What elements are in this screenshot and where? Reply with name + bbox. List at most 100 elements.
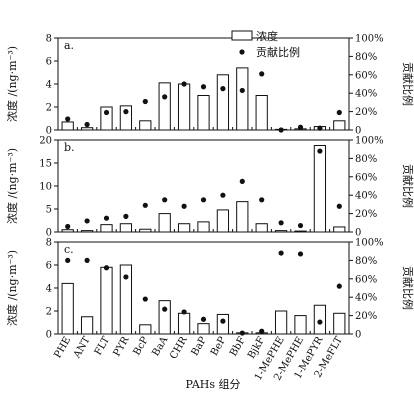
bar-BeP	[216, 313, 230, 335]
panel-3: 0 2 4 6 8 0 20% 40% 60% 80% 100% c. 浓度 /(ng·m⁻³) 贡献比例	[5, 238, 414, 341]
y2-tick-label: 80%	[355, 52, 377, 63]
dot-BeP	[220, 192, 226, 198]
dot-PYR	[123, 274, 129, 280]
dot-1-MePHE	[278, 250, 284, 256]
bar-BeP	[216, 209, 230, 233]
dot-BjkF	[259, 328, 265, 334]
dot-2-MeFLT	[336, 283, 342, 289]
dot-BcP	[142, 98, 148, 105]
y-axis-title: 浓度 /(ng·m⁻³)	[5, 250, 19, 326]
legend-bar-swatch	[231, 30, 253, 41]
bar-ANT	[80, 230, 94, 233]
y2-tick-label: 80%	[355, 256, 377, 267]
y-tick-label: 6	[46, 57, 52, 68]
y2-tick-label: 60%	[355, 274, 377, 285]
bar-PHE	[61, 121, 74, 131]
category-label: BcP	[132, 335, 152, 358]
dot-1-MePHE	[278, 220, 284, 226]
dot-BaP	[200, 316, 207, 322]
bar-PYR	[119, 105, 133, 131]
y2-tick-label: 100%	[355, 238, 384, 249]
y2-tick-label: 80%	[355, 154, 377, 165]
category-label: PYR	[112, 335, 132, 359]
bar-1-MePHE	[274, 310, 288, 335]
bar-PYR	[119, 264, 133, 335]
category-label: ANT	[71, 335, 93, 361]
panel-label: c.	[64, 243, 74, 256]
bar-BbF	[236, 201, 249, 233]
bar-PYR	[119, 223, 133, 233]
dot-2-MePHE	[297, 124, 304, 130]
bar-CHR	[177, 223, 191, 233]
y2-tick-label: 60%	[355, 172, 377, 183]
y2-tick-label: 100%	[355, 136, 384, 147]
dot-1-MePYR	[317, 319, 323, 325]
y2-tick-label: 20%	[355, 107, 377, 118]
bar-ANT	[80, 316, 94, 335]
dot-1-MePYR	[317, 125, 323, 131]
bar-BjkF	[255, 223, 268, 233]
y2-tick-label: 40%	[355, 293, 377, 304]
y-tick-label: 6	[46, 261, 52, 272]
dot-2-MePHE	[297, 222, 304, 229]
bar-BaP	[197, 221, 210, 233]
bar-BaP	[197, 323, 210, 335]
dot-BbF	[239, 330, 245, 336]
bar-BbF	[236, 67, 249, 131]
dot-BeP	[220, 318, 226, 324]
y-tick-label: 0	[46, 126, 52, 137]
dot-BcP	[142, 202, 148, 208]
legend-dot-label: 贡献比例	[256, 45, 300, 59]
dot-ANT	[84, 257, 90, 263]
dot-1-MePYR	[317, 148, 323, 154]
dot-FLT	[103, 215, 110, 221]
bar-BcP	[139, 324, 152, 335]
y-tick-label: 15	[39, 159, 52, 170]
bar-BeP	[216, 74, 230, 131]
dot-BaP	[200, 197, 207, 203]
y-tick-label: 10	[39, 182, 52, 193]
dot-BbF	[239, 178, 245, 184]
y2-tick-label: 0	[355, 126, 361, 137]
y2-tick-label: 0	[355, 228, 361, 239]
bar-2-MePHE	[294, 315, 307, 335]
y2-tick-label: 60%	[355, 70, 377, 81]
y-tick-label: 0	[46, 330, 52, 341]
category-label: BbF	[228, 335, 248, 358]
dot-2-MePHE	[297, 251, 304, 257]
dot-2-MeFLT	[336, 109, 342, 116]
panel-2: 0 5 10 15 20 0 20% 40% 60% 80% 100% b. 浓度 /(ng·m⁻³) 贡…	[5, 136, 414, 239]
bar-2-MePHE	[294, 230, 307, 233]
category-label: FLT	[93, 335, 112, 358]
y-axis-title: 浓度 /(ng·m⁻³)	[5, 46, 19, 122]
dot-1-MePHE	[278, 127, 284, 133]
dot-BbF	[239, 87, 245, 94]
y-axis-title: 浓度 /(ng·m⁻³)	[5, 148, 19, 224]
bar-PHE	[61, 229, 74, 233]
bar-CHR	[177, 312, 191, 335]
dot-PHE	[65, 223, 71, 230]
y2-tick-label: 20%	[355, 209, 377, 220]
bar-1-MePYR	[313, 145, 327, 233]
y-tick-label: 8	[46, 238, 52, 249]
category-label: BaA	[150, 334, 170, 358]
panel-label: a.	[64, 39, 74, 52]
y-tick-label: 4	[46, 284, 52, 295]
bar-1-MePHE	[274, 230, 288, 233]
plot-frame	[57, 139, 350, 233]
category-label: CHR	[168, 335, 190, 362]
y-tick-label: 8	[46, 34, 52, 45]
bar-FLT	[100, 106, 113, 131]
y2-axis-title: 贡献比例	[401, 164, 414, 208]
legend-bar-label: 浓度	[256, 29, 278, 43]
dot-CHR	[181, 203, 187, 209]
category-label: PHE	[52, 335, 73, 360]
y-tick-label: 5	[46, 205, 52, 216]
dot-ANT	[84, 218, 90, 224]
dot-CHR	[181, 81, 187, 87]
dot-BeP	[220, 86, 226, 92]
dot-BjkF	[259, 71, 265, 77]
dot-FLT	[103, 265, 110, 271]
